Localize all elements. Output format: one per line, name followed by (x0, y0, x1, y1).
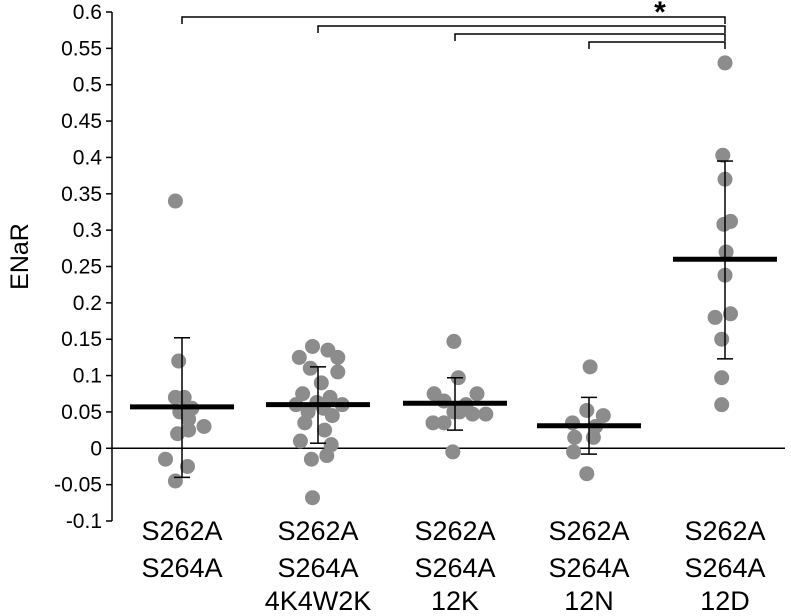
data-point (292, 433, 308, 449)
y-tick-label: -0.1 (66, 510, 102, 533)
data-point (322, 389, 338, 405)
data-point (319, 448, 335, 464)
x-category-labels: S262AS264AS262AS264A4K4W2KS262AS264A12KS… (141, 516, 765, 616)
x-category-label: S262A (548, 516, 629, 546)
y-tick-label: 0.35 (61, 183, 102, 206)
data-point (425, 415, 441, 431)
x-category-label: S264A (684, 553, 765, 583)
data-point (170, 426, 186, 442)
significance-brackets: * (181, 0, 726, 49)
y-tick-label: 0.45 (61, 110, 102, 133)
x-category-label: S262A (684, 516, 765, 546)
y-tick-label: 0.1 (73, 365, 102, 388)
x-category-label: S264A (141, 553, 222, 583)
data-point (171, 353, 187, 369)
x-category-label: S262A (277, 516, 358, 546)
data-point (723, 306, 738, 322)
comparison-bracket (588, 41, 726, 49)
data-point (595, 408, 611, 424)
comparison-bracket (181, 16, 726, 24)
data-point (180, 458, 195, 474)
y-axis-label: ENaR (6, 223, 34, 290)
y-tick-label: 0.05 (61, 401, 102, 424)
data-point (469, 386, 485, 402)
data-point (579, 402, 595, 418)
data-point (446, 333, 462, 349)
y-tick-label: 0.4 (73, 146, 103, 169)
data-point (167, 193, 183, 209)
data-points (158, 55, 738, 506)
data-point (445, 444, 461, 460)
mean-sd-bars (130, 160, 777, 479)
data-point (718, 244, 734, 260)
y-tick-label: 0.25 (61, 256, 102, 279)
data-point (303, 451, 319, 467)
comparison-bracket (317, 25, 726, 33)
data-point (295, 386, 311, 402)
data-point (714, 370, 730, 386)
y-tick-label: 0 (90, 437, 102, 460)
data-point (717, 55, 733, 71)
x-category-label: 12K (431, 586, 479, 616)
y-tick-label: 0.15 (61, 328, 102, 351)
x-category-label: 12D (700, 586, 750, 616)
data-point (167, 473, 183, 489)
data-point (715, 147, 731, 163)
data-point (582, 359, 598, 375)
data-point (579, 466, 595, 482)
significance-asterisk: * (654, 0, 666, 29)
data-point (716, 216, 732, 232)
data-point (324, 408, 340, 424)
y-tick-label: 0.6 (73, 1, 102, 24)
y-tick-label: 0.2 (73, 292, 102, 315)
data-point (478, 406, 494, 422)
data-point (465, 406, 481, 422)
data-point (317, 422, 333, 438)
data-point (181, 411, 197, 427)
x-category-label: S264A (277, 553, 358, 583)
data-point (566, 444, 582, 460)
data-point (714, 397, 730, 413)
data-point (176, 389, 192, 405)
data-point (707, 309, 723, 325)
y-tick-label: -0.05 (54, 474, 102, 497)
data-point (302, 360, 318, 376)
x-category-label: S264A (414, 553, 495, 583)
data-point (585, 429, 601, 445)
y-tick-label: 0.5 (73, 74, 102, 97)
data-point (158, 451, 173, 467)
y-axis: 0.6 0.55 0.5 0.45 0.4 0.35 0.3 0.25 0.2 0.15 0.1 0.… (54, 1, 113, 533)
x-category-label: 4K4W2K (265, 586, 372, 616)
data-point (305, 338, 320, 354)
data-point (446, 404, 462, 420)
data-point (714, 331, 730, 347)
x-category-label: S262A (141, 516, 222, 546)
x-category-label: 12N (564, 586, 614, 616)
data-point (305, 490, 320, 506)
y-tick-label: 0.3 (73, 219, 102, 242)
x-category-label: S264A (548, 553, 629, 583)
data-point (436, 415, 452, 431)
comparison-bracket (454, 33, 726, 41)
x-category-label: S262A (414, 516, 495, 546)
data-point (291, 349, 307, 365)
data-point (567, 429, 583, 445)
data-point (330, 349, 346, 365)
data-point (196, 418, 212, 434)
data-point (297, 415, 313, 431)
data-point (313, 375, 329, 391)
data-point (330, 364, 346, 380)
y-tick-label: 0.55 (61, 37, 102, 60)
